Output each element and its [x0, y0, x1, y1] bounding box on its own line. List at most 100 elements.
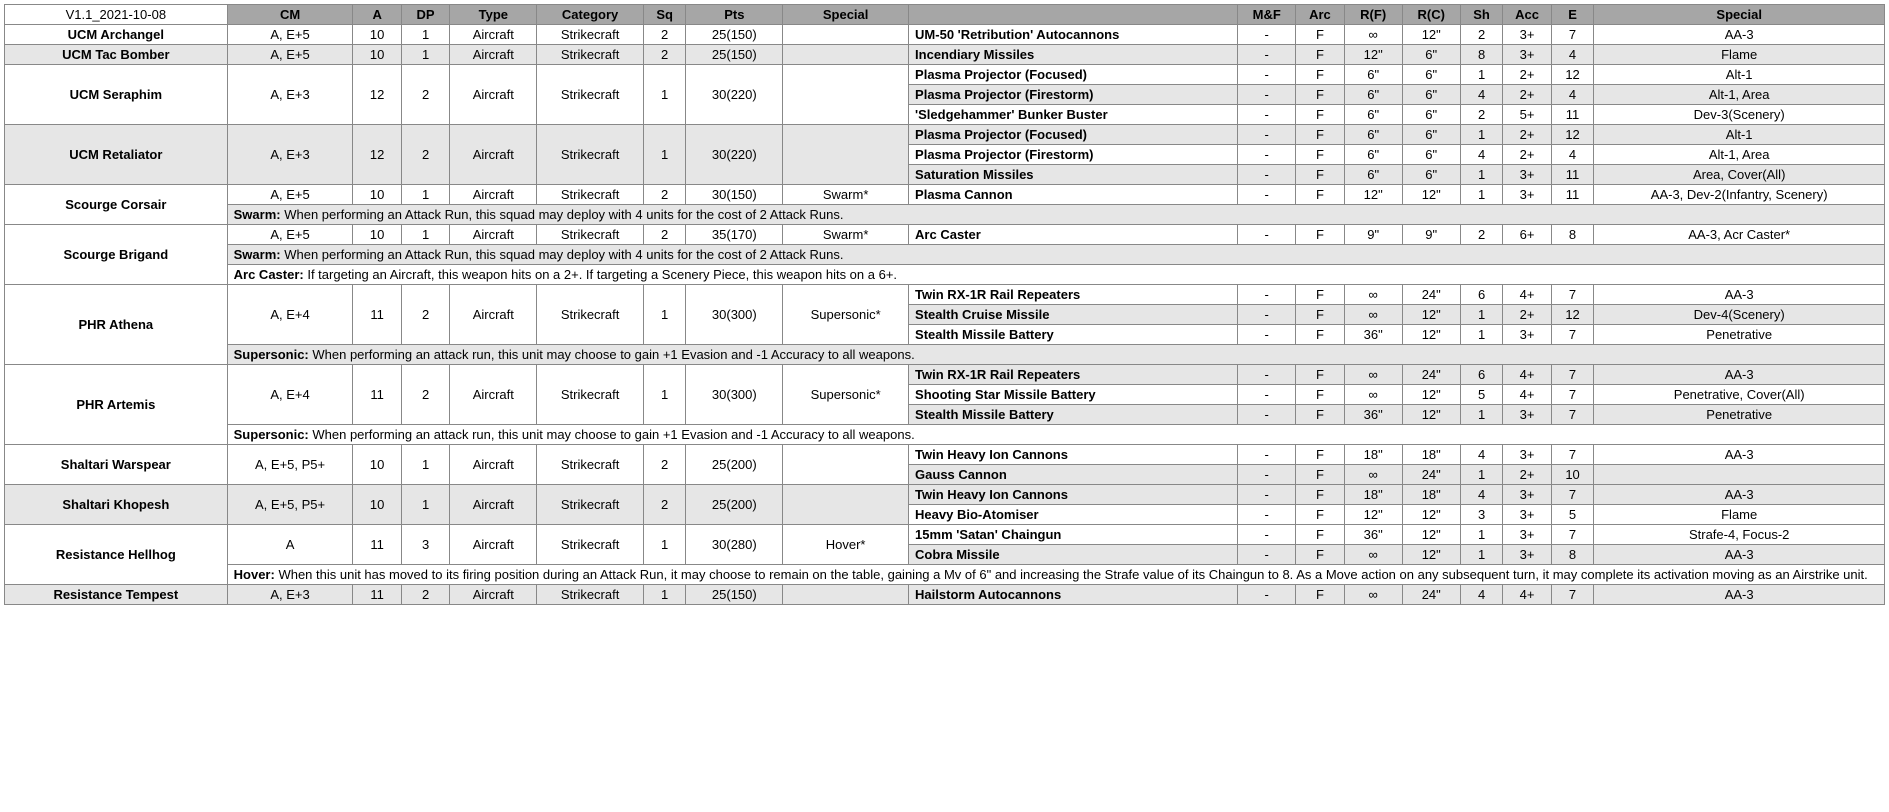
weapon-stat: AA-3: [1594, 285, 1885, 305]
table-row: Scourge CorsairA, E+5101AircraftStrikecr…: [5, 185, 1885, 205]
note-text: Supersonic: When performing an attack ru…: [227, 425, 1884, 445]
weapon-stat: 9": [1402, 225, 1460, 245]
unit-stat: 30(220): [686, 65, 783, 125]
unit-stat: 35(170): [686, 225, 783, 245]
weapon-stat: 7: [1551, 585, 1594, 605]
weapon-stat: 3+: [1503, 545, 1551, 565]
col-sq: Sq: [643, 5, 686, 25]
weapon-stat: 11: [1551, 105, 1594, 125]
unit-stat: 11: [353, 365, 401, 425]
weapon-stat: 12": [1344, 185, 1402, 205]
unit-stat: 1: [643, 585, 686, 605]
weapon-stat: 5: [1551, 505, 1594, 525]
unit-stat: Aircraft: [450, 125, 537, 185]
weapon-stat: 12": [1402, 505, 1460, 525]
weapon-stat: F: [1296, 85, 1344, 105]
weapon-stat: 1: [1460, 65, 1503, 85]
weapon-name: UM-50 'Retribution' Autocannons: [909, 25, 1238, 45]
unit-stat: 11: [353, 285, 401, 345]
unit-stat: 1: [643, 125, 686, 185]
weapon-stat: F: [1296, 145, 1344, 165]
weapon-stat: Flame: [1594, 45, 1885, 65]
unit-stat: Aircraft: [450, 25, 537, 45]
weapon-name: Incendiary Missiles: [909, 45, 1238, 65]
weapon-stat: 18": [1344, 445, 1402, 465]
weapon-stat: 2+: [1503, 65, 1551, 85]
col-rf: R(F): [1344, 5, 1402, 25]
weapon-stat: 18": [1402, 485, 1460, 505]
weapon-stat: 2+: [1503, 305, 1551, 325]
unit-stat: 1: [643, 285, 686, 345]
unit-stat: 25(200): [686, 485, 783, 525]
unit-name: PHR Athena: [5, 285, 228, 365]
col-dp: DP: [401, 5, 449, 25]
weapon-stat: 12: [1551, 125, 1594, 145]
weapon-stat: F: [1296, 365, 1344, 385]
weapon-stat: 12": [1344, 45, 1402, 65]
weapon-stat: Area, Cover(All): [1594, 165, 1885, 185]
weapon-stat: 1: [1460, 525, 1503, 545]
weapon-stat: 4: [1551, 85, 1594, 105]
unit-stat: 30(220): [686, 125, 783, 185]
weapon-stat: 24": [1402, 285, 1460, 305]
weapon-stat: 1: [1460, 405, 1503, 425]
weapon-name: Plasma Projector (Focused): [909, 65, 1238, 85]
weapon-stat: ∞: [1344, 385, 1402, 405]
weapon-stat: 5: [1460, 385, 1503, 405]
note-text: Swarm: When performing an Attack Run, th…: [227, 245, 1884, 265]
weapon-stat: 24": [1402, 365, 1460, 385]
weapon-stat: ∞: [1344, 285, 1402, 305]
unit-stat: 12: [353, 65, 401, 125]
weapon-stat: 3+: [1503, 405, 1551, 425]
weapon-stat: F: [1296, 165, 1344, 185]
weapon-stat: 7: [1551, 285, 1594, 305]
unit-stat: 30(150): [686, 185, 783, 205]
note-row: Swarm: When performing an Attack Run, th…: [5, 205, 1885, 225]
unit-name: UCM Tac Bomber: [5, 45, 228, 65]
weapon-stat: -: [1238, 585, 1296, 605]
unit-stat: 2: [643, 445, 686, 485]
col-wpn: [909, 5, 1238, 25]
weapon-stat: -: [1238, 285, 1296, 305]
unit-name: Scourge Corsair: [5, 185, 228, 225]
weapon-stat: 4+: [1503, 285, 1551, 305]
table-header: V1.1_2021-10-08 CM A DP Type Category Sq…: [5, 5, 1885, 25]
unit-stat: [783, 125, 909, 185]
weapon-stat: 7: [1551, 445, 1594, 465]
weapon-stat: 3: [1460, 505, 1503, 525]
unit-stat: 11: [353, 525, 401, 565]
unit-name: PHR Artemis: [5, 365, 228, 445]
unit-stat: A, E+3: [227, 65, 353, 125]
weapon-stat: 12": [1402, 385, 1460, 405]
weapon-stat: F: [1296, 25, 1344, 45]
unit-stat: 1: [401, 185, 449, 205]
weapon-stat: 1: [1460, 465, 1503, 485]
weapon-stat: 6": [1402, 165, 1460, 185]
unit-stat: 2: [401, 365, 449, 425]
col-mf: M&F: [1238, 5, 1296, 25]
weapon-stat: 11: [1551, 165, 1594, 185]
unit-name: Resistance Tempest: [5, 585, 228, 605]
unit-stat: Swarm*: [783, 185, 909, 205]
weapon-stat: 3+: [1503, 25, 1551, 45]
weapon-stat: -: [1238, 225, 1296, 245]
table-row: Scourge BrigandA, E+5101AircraftStrikecr…: [5, 225, 1885, 245]
col-e: E: [1551, 5, 1594, 25]
weapon-stat: Flame: [1594, 505, 1885, 525]
unit-stat: 2: [643, 225, 686, 245]
weapon-stat: Dev-3(Scenery): [1594, 105, 1885, 125]
unit-stat: 1: [401, 485, 449, 525]
weapon-stat: 8: [1460, 45, 1503, 65]
weapon-stat: 4: [1460, 585, 1503, 605]
weapon-stat: 6": [1402, 45, 1460, 65]
weapon-stat: ∞: [1344, 585, 1402, 605]
weapon-stat: 6: [1460, 285, 1503, 305]
unit-stat: Aircraft: [450, 445, 537, 485]
weapon-stat: 4: [1460, 85, 1503, 105]
weapon-stat: 12": [1402, 525, 1460, 545]
weapon-stat: F: [1296, 185, 1344, 205]
weapon-stat: -: [1238, 165, 1296, 185]
unit-stat: [783, 585, 909, 605]
weapon-stat: 7: [1551, 525, 1594, 545]
weapon-stat: F: [1296, 225, 1344, 245]
